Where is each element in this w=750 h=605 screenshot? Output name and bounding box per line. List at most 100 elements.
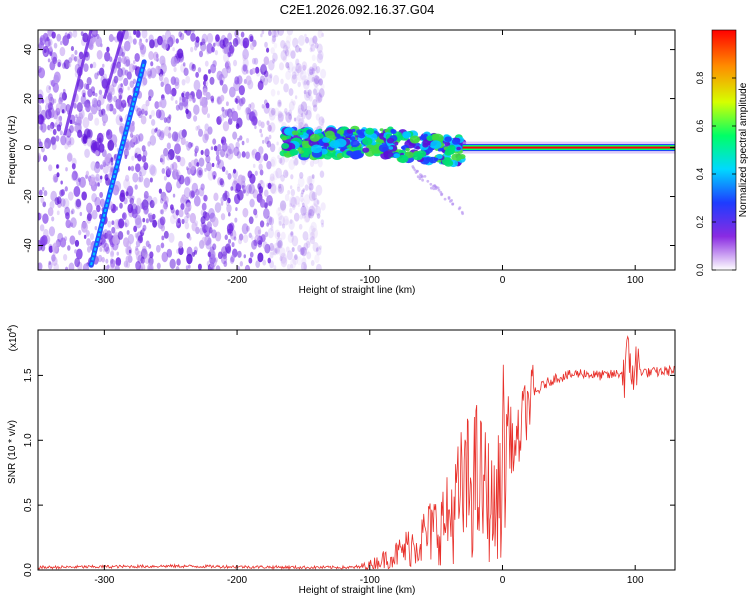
noise-blob — [155, 244, 161, 253]
noise-blob — [53, 42, 58, 49]
band-blob — [322, 136, 330, 143]
band-blob — [379, 128, 384, 132]
noise-blob — [148, 212, 153, 221]
noise-blob — [308, 183, 314, 191]
noise-blob — [317, 30, 323, 39]
noise-blob — [65, 212, 70, 220]
noise-blob — [76, 102, 83, 113]
noise-blob — [261, 63, 267, 72]
noise-blob — [285, 171, 289, 177]
tail-dot — [423, 174, 427, 178]
band-blob — [356, 129, 363, 135]
noise-blob — [211, 162, 215, 168]
colorbar-tick-label: 0.2 — [695, 216, 705, 229]
noise-blob — [295, 58, 300, 66]
noise-blob — [109, 84, 115, 93]
noise-blob — [300, 113, 304, 118]
noise-blob — [277, 155, 280, 160]
noise-blob — [320, 83, 325, 90]
noise-blob — [301, 189, 305, 195]
noise-blob — [284, 218, 289, 226]
noise-blob — [220, 213, 226, 221]
noise-blob — [201, 236, 207, 246]
band-blob — [426, 135, 434, 142]
noise-blob — [231, 242, 235, 248]
noise-blob — [134, 184, 138, 190]
noise-blob — [314, 42, 319, 49]
noise-blob — [254, 151, 261, 161]
noise-blob — [214, 50, 218, 56]
noise-blob — [191, 251, 196, 257]
noise-blob — [291, 71, 297, 80]
noise-blob — [277, 99, 282, 108]
noise-blob — [223, 260, 228, 267]
noise-blob — [78, 112, 84, 122]
band-blob — [445, 147, 455, 155]
noise-blob — [275, 248, 280, 255]
noise-blob — [141, 30, 148, 39]
noise-blob — [265, 102, 270, 109]
noise-blob — [304, 213, 311, 223]
noise-blob — [303, 264, 307, 270]
noise-blob — [280, 254, 288, 266]
noise-blob — [228, 238, 232, 244]
noise-blob — [220, 201, 224, 206]
noise-blob — [95, 92, 98, 97]
noise-blob — [106, 46, 110, 53]
noise-blob — [99, 164, 104, 170]
noise-blob — [102, 163, 110, 175]
noise-blob — [285, 70, 292, 81]
noise-blob — [70, 210, 74, 215]
noise-blob — [42, 154, 48, 162]
noise-blob — [71, 208, 75, 215]
noise-blob — [277, 206, 281, 211]
noise-blob — [181, 78, 186, 86]
x-tick-label: -100 — [360, 575, 380, 586]
noise-blob — [77, 86, 81, 92]
noise-blob — [86, 137, 93, 147]
band-blob — [291, 130, 299, 136]
noise-blob — [277, 212, 283, 221]
noise-blob — [101, 113, 109, 124]
noise-blob — [318, 88, 325, 98]
noise-blob — [59, 40, 63, 46]
noise-blob — [284, 111, 288, 116]
noise-blob — [110, 167, 114, 173]
noise-blob — [172, 47, 175, 52]
noise-blob — [223, 52, 230, 63]
noise-blob — [158, 74, 164, 82]
noise-blob — [81, 191, 87, 201]
noise-blob — [230, 254, 235, 263]
noise-blob — [278, 62, 285, 71]
noise-blob — [48, 260, 52, 265]
noise-blob — [113, 95, 118, 103]
noise-blob — [287, 233, 294, 244]
noise-blob — [123, 56, 131, 67]
noise-blob — [242, 37, 250, 49]
noise-blob — [135, 30, 141, 38]
noise-blob — [93, 99, 98, 107]
noise-blob — [101, 256, 105, 263]
tail-dot — [437, 188, 441, 192]
noise-blob — [296, 256, 303, 266]
noise-blob — [213, 192, 219, 202]
noise-blob — [166, 116, 171, 124]
noise-blob — [259, 220, 265, 228]
band-blob — [444, 159, 454, 167]
noise-blob — [318, 245, 322, 250]
noise-blob — [267, 257, 272, 264]
noise-blob — [288, 113, 292, 120]
noise-blob — [113, 154, 117, 159]
noise-blob — [210, 250, 216, 259]
noise-blob — [284, 193, 290, 202]
noise-blob — [221, 166, 226, 172]
noise-blob — [170, 95, 174, 101]
noise-blob — [128, 249, 132, 254]
noise-blob — [238, 233, 244, 241]
noise-blob — [302, 78, 310, 90]
noise-blob — [214, 202, 222, 213]
noise-blob — [134, 105, 139, 112]
noise-blob — [297, 202, 301, 207]
noise-blob — [51, 216, 55, 222]
tail-dot — [412, 166, 415, 170]
